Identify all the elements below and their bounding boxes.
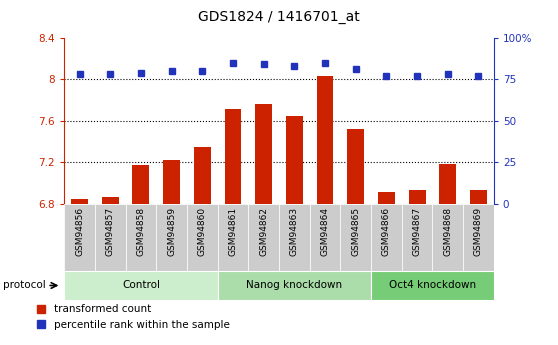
Text: GSM94868: GSM94868 [443, 207, 453, 256]
Bar [371, 204, 402, 271]
Bar [439, 164, 456, 204]
Bar [347, 129, 364, 204]
Bar [218, 271, 371, 300]
Bar [378, 192, 395, 204]
Bar [126, 204, 156, 271]
Bar [402, 204, 432, 271]
Bar [279, 204, 310, 271]
Text: GSM94865: GSM94865 [351, 207, 360, 256]
Bar [95, 204, 126, 271]
Bar [194, 147, 211, 204]
Text: GSM94866: GSM94866 [382, 207, 391, 256]
Bar [248, 204, 279, 271]
Bar [156, 204, 187, 271]
Text: Control: Control [122, 280, 160, 290]
Text: GSM94859: GSM94859 [167, 207, 176, 256]
Bar [64, 271, 218, 300]
Text: protocol: protocol [3, 280, 46, 290]
Text: GSM94856: GSM94856 [75, 207, 84, 256]
Bar [316, 76, 334, 204]
Bar [310, 204, 340, 271]
Bar [163, 160, 180, 204]
Bar [463, 204, 494, 271]
Text: GSM94862: GSM94862 [259, 207, 268, 256]
Bar [470, 190, 487, 204]
Bar [286, 116, 303, 204]
Bar [340, 204, 371, 271]
Text: GSM94861: GSM94861 [228, 207, 238, 256]
Text: GSM94857: GSM94857 [105, 207, 115, 256]
Bar [102, 197, 119, 204]
Text: GDS1824 / 1416701_at: GDS1824 / 1416701_at [198, 10, 360, 24]
Text: GSM94864: GSM94864 [320, 207, 330, 256]
Text: GSM94869: GSM94869 [474, 207, 483, 256]
Text: Oct4 knockdown: Oct4 knockdown [389, 280, 476, 290]
Bar [224, 109, 242, 204]
Bar [408, 190, 426, 204]
Bar [218, 204, 248, 271]
Text: GSM94858: GSM94858 [136, 207, 146, 256]
Text: Nanog knockdown: Nanog knockdown [246, 280, 343, 290]
Bar [71, 199, 88, 204]
Bar [371, 271, 494, 300]
Bar [64, 204, 95, 271]
Text: GSM94860: GSM94860 [198, 207, 207, 256]
Legend: transformed count, percentile rank within the sample: transformed count, percentile rank withi… [33, 300, 234, 334]
Text: GSM94863: GSM94863 [290, 207, 299, 256]
Bar [255, 104, 272, 204]
Bar [132, 165, 150, 204]
Bar [187, 204, 218, 271]
Bar [432, 204, 463, 271]
Text: GSM94867: GSM94867 [412, 207, 422, 256]
